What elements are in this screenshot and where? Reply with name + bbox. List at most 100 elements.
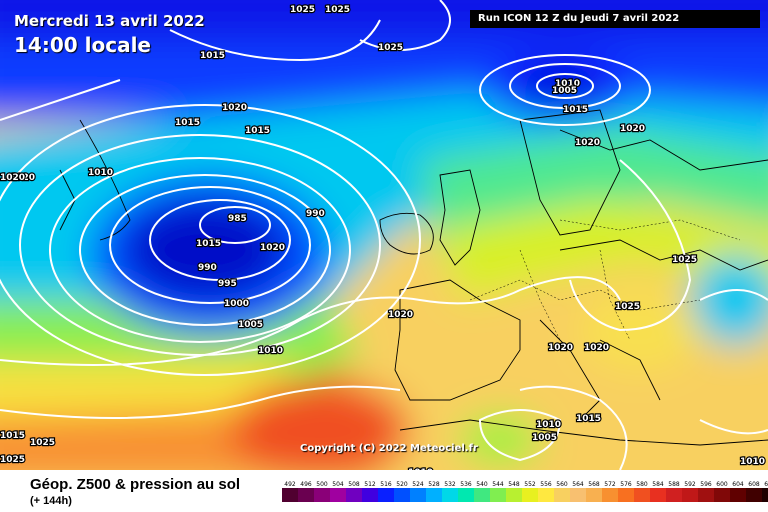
- scale-swatch: [442, 488, 458, 502]
- scale-tick: 604: [732, 481, 744, 488]
- scale-swatch: [714, 488, 730, 502]
- isobar-label: 1020: [260, 243, 285, 253]
- isobar-label: 1025: [30, 438, 55, 448]
- isobar-label: 1020: [620, 124, 645, 134]
- scale-swatch: [378, 488, 394, 502]
- scale-tick: 572: [604, 481, 616, 488]
- scale-swatch: [394, 488, 410, 502]
- isobar-label: 1010: [258, 346, 283, 356]
- scale-tick: 516: [380, 481, 392, 488]
- isobar-label: 1015: [245, 126, 270, 136]
- scale-swatch: [314, 488, 330, 502]
- scale-swatch: [618, 488, 634, 502]
- isobar-label: 1025: [325, 5, 350, 15]
- scale-tick: 508: [348, 481, 360, 488]
- isobar-labels: 1025 102510151025101010051015102010201020…: [0, 4, 766, 470]
- scale-tick: 592: [684, 481, 696, 488]
- coastlines: [59, 109, 768, 446]
- isobar-label: 995: [218, 279, 237, 289]
- isobar-label: 985: [228, 214, 247, 224]
- scale-swatch: [490, 488, 506, 502]
- run-info: Run ICON 12 Z du Jeudi 7 avril 2022: [470, 10, 760, 28]
- color-scale: [282, 488, 768, 502]
- isobar-label: 990: [306, 209, 325, 219]
- scale-swatch: [634, 488, 650, 502]
- isobar-label: 1015: [563, 105, 588, 115]
- scale-tick: 576: [620, 481, 632, 488]
- forecast-time: 14:00 locale: [14, 33, 151, 57]
- scale-swatch: [506, 488, 522, 502]
- scale-swatch: [426, 488, 442, 502]
- scale-tick: 560: [556, 481, 568, 488]
- isobar-label: 1010: [536, 420, 561, 430]
- isobar-label: 1025: [378, 43, 403, 53]
- scale-swatch: [458, 488, 474, 502]
- scale-tick: 536: [460, 481, 472, 488]
- scale-swatch: [666, 488, 682, 502]
- isobar-label: 1015: [200, 51, 225, 61]
- scale-swatch: [346, 488, 362, 502]
- scale-swatch: [650, 488, 666, 502]
- scale-tick: 588: [668, 481, 680, 488]
- scale-swatch: [330, 488, 346, 502]
- isobar-label: 1015: [0, 431, 25, 441]
- isobar-label: 1005: [238, 320, 263, 330]
- geopotential-field: [0, 0, 768, 470]
- scale-tick: 548: [508, 481, 520, 488]
- isobar-label: 1015: [196, 239, 221, 249]
- scale-swatch: [554, 488, 570, 502]
- scale-tick: 556: [540, 481, 552, 488]
- scale-tick: 608: [748, 481, 760, 488]
- scale-tick: 524: [412, 481, 424, 488]
- legend-subtitle: (+ 144h): [30, 495, 72, 507]
- isobar-label: 1020: [575, 138, 600, 148]
- isobar-label: 1010: [740, 457, 765, 467]
- scale-tick: 564: [572, 481, 584, 488]
- scale-tick: 496: [300, 481, 312, 488]
- isobar-label: 1015: [576, 414, 601, 424]
- scale-tick: 540: [476, 481, 488, 488]
- isobar-label: 1020: [0, 173, 25, 183]
- scale-tick: 584: [652, 481, 664, 488]
- scale-tick: 512: [364, 481, 376, 488]
- forecast-date: Mercredi 13 avril 2022: [14, 12, 205, 30]
- isobar-label: 1020: [10, 173, 35, 183]
- isobar-label: 1000: [224, 299, 249, 309]
- scale-swatch: [746, 488, 762, 502]
- scale-swatch: [362, 488, 378, 502]
- scale-swatch: [682, 488, 698, 502]
- scale-tick: 580: [636, 481, 648, 488]
- isobar-label: 1025: [0, 455, 25, 465]
- scale-tick: 504: [332, 481, 344, 488]
- isobar-label: 1025: [290, 5, 315, 15]
- scale-tick: 520: [396, 481, 408, 488]
- scale-tick: 500: [316, 481, 328, 488]
- scale-swatch: [282, 488, 298, 502]
- scale-tick: 492: [284, 481, 296, 488]
- scale-swatch: [410, 488, 426, 502]
- scale-swatch: [762, 488, 768, 502]
- borders: [469, 219, 741, 341]
- copyright: Copyright (C) 2022 Meteociel.fr: [300, 443, 478, 454]
- scale-tick: 596: [700, 481, 712, 488]
- legend-title: Géop. Z500 & pression au sol: [30, 476, 241, 493]
- isobar-label: 1010: [555, 79, 580, 89]
- isobar-label: 1020: [548, 343, 573, 353]
- scale-swatch: [730, 488, 746, 502]
- isobar-label: 1020: [584, 343, 609, 353]
- geopotential-map: 1025 102510151025101010051015102010201020…: [0, 0, 768, 470]
- scale-tick: 600: [716, 481, 728, 488]
- isobar-label: 1005: [532, 433, 557, 443]
- scale-swatch: [474, 488, 490, 502]
- scale-swatch: [602, 488, 618, 502]
- scale-swatch: [586, 488, 602, 502]
- isobar-label: 1010: [88, 168, 113, 178]
- scale-swatch: [538, 488, 554, 502]
- scale-tick: 544: [492, 481, 504, 488]
- scale-tick: 568: [588, 481, 600, 488]
- isobar-label: 1005: [552, 86, 577, 96]
- scale-swatch: [522, 488, 538, 502]
- isobar-label: 990: [198, 263, 217, 273]
- isobar-label: 1015: [175, 118, 200, 128]
